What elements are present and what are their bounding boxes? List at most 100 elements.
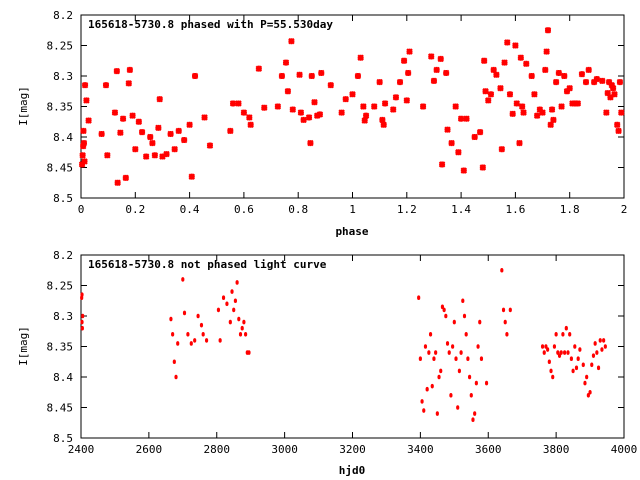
phased-data-point (289, 106, 296, 113)
phased-data-point (318, 69, 325, 77)
unphased-data-point (243, 332, 248, 337)
unphased-data-point (442, 307, 446, 313)
unphased-data-point (186, 332, 190, 337)
phased-data-point (550, 116, 557, 124)
unphased-data-point (182, 310, 187, 316)
phased-data-point (79, 152, 86, 159)
phased-data-point (149, 139, 156, 147)
unphased-data-point (552, 344, 557, 349)
phased-data-point (132, 145, 139, 153)
phased-data-point (480, 57, 488, 64)
unphased-data-point (566, 350, 570, 355)
unphased-data-point (466, 356, 470, 362)
unphased-data-point (591, 353, 596, 358)
phased-x-tick-label: 1.4 (451, 203, 471, 216)
phased-data-point (142, 153, 150, 160)
phased-data-point (578, 70, 586, 78)
unphased-data-point (237, 316, 241, 322)
unphased-x-tick-label: 3600 (475, 443, 502, 456)
unphased-data-point (505, 332, 509, 337)
phased-data-point (552, 78, 560, 86)
phased-data-point (297, 109, 305, 116)
unphased-data-point (542, 350, 546, 355)
phased-y-tick-label: 8.25 (47, 40, 74, 53)
phased-data-point (616, 78, 624, 86)
phased-data-point (255, 65, 263, 72)
unphased-x-tick-label: 3400 (407, 443, 434, 456)
phased-data-point (471, 133, 478, 141)
unphased-plot-title: 165618-5730.8 not phased light curve (88, 258, 327, 271)
unphased-data-point (464, 332, 468, 337)
phased-data-point (523, 60, 530, 68)
phased-data-point (419, 103, 427, 110)
phased-data-point (485, 97, 492, 104)
phased-data-point (274, 103, 282, 110)
unphased-data-point (457, 368, 462, 374)
phased-data-point (452, 103, 459, 110)
phased-data-point (362, 112, 370, 119)
phased-x-tick-label: 1 (349, 203, 356, 216)
unphased-data-point (435, 411, 439, 416)
phased-data-point (528, 72, 535, 80)
phased-data-point (460, 167, 468, 174)
phased-data-point (448, 139, 455, 147)
phased-data-point (104, 152, 111, 159)
unphased-y-tick-label: 8.5 (53, 432, 73, 445)
phased-data-point (611, 91, 618, 98)
phased-data-point (159, 153, 166, 160)
unphased-data-point (193, 338, 197, 343)
unphased-data-point (172, 359, 176, 365)
unphased-data-point (452, 319, 456, 325)
unphased-data-point (247, 350, 251, 355)
phased-data-point (608, 81, 615, 89)
phased-data-point (455, 149, 462, 156)
unphased-axis-ticks: 2400 2600 2800 3000 3200 3400 3600 3800 4000 8.2 8… (47, 249, 638, 456)
unphased-data-point (593, 341, 597, 346)
unphased-x-tick-label: 3800 (543, 443, 570, 456)
phased-x-tick-label: 0.8 (288, 203, 308, 216)
phased-data-point (501, 59, 508, 66)
phased-data-point (504, 39, 511, 46)
unphased-data-point (503, 319, 507, 325)
phased-y-axis-label: I[mag] (17, 86, 30, 126)
phased-data-point (428, 53, 435, 60)
phased-data-point (566, 84, 573, 92)
phased-data-point (261, 104, 268, 111)
unphased-data-point (228, 319, 232, 325)
phased-data-point (79, 142, 87, 150)
unphased-data-point (225, 301, 229, 307)
unphased-x-tick-label: 2800 (204, 443, 231, 456)
phased-data-point (308, 72, 315, 80)
phased-data-point (618, 109, 625, 116)
unphased-data-point (451, 344, 455, 349)
phased-data-point (229, 100, 237, 107)
phased-data-point (163, 150, 170, 158)
phased-data-point (296, 71, 303, 78)
phased-data-point (102, 81, 110, 89)
unphased-data-point (578, 347, 582, 352)
unphased-data-point (603, 344, 607, 349)
phased-data-point (380, 121, 387, 129)
unphased-data-point (598, 338, 602, 343)
unphased-data-point (240, 325, 244, 331)
phased-light-curve-panel: 165618-5730.8 phased with P=55.530day I[… (17, 9, 627, 238)
unphased-data-point (432, 356, 436, 362)
phased-data-point (547, 121, 554, 129)
phased-data-point (156, 95, 163, 103)
phased-data-point (288, 38, 295, 45)
unphased-data-point (551, 374, 555, 380)
unphased-x-tick-label: 3000 (271, 443, 298, 456)
phased-data-point (558, 103, 565, 110)
phased-data-point (609, 84, 617, 92)
phased-data-point (442, 69, 450, 77)
phased-data-point (482, 88, 489, 95)
phased-data-point (463, 115, 470, 122)
phased-data-point (457, 115, 465, 122)
unphased-y-tick-label: 8.35 (47, 341, 74, 354)
phased-y-tick-label: 8.4 (53, 131, 73, 144)
phased-data-point (379, 116, 386, 124)
unphased-data-point (576, 356, 580, 362)
phased-data-point (404, 69, 412, 77)
phased-data-point (284, 88, 292, 95)
